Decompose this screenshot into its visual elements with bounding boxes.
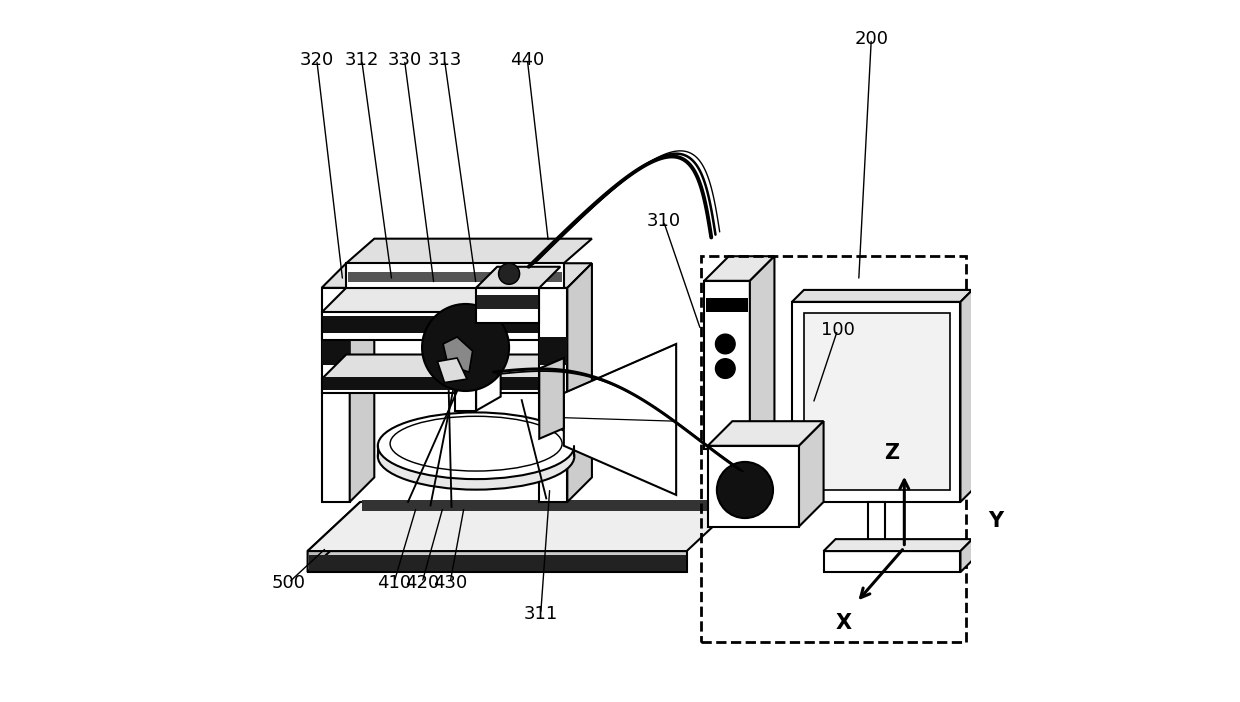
Bar — [701, 256, 966, 642]
Circle shape — [498, 263, 520, 284]
Polygon shape — [564, 344, 676, 495]
Text: 320: 320 — [300, 51, 334, 69]
Polygon shape — [443, 337, 472, 372]
Polygon shape — [750, 256, 775, 449]
Ellipse shape — [378, 412, 574, 479]
Text: Z: Z — [884, 444, 899, 463]
Polygon shape — [799, 421, 823, 526]
Text: 312: 312 — [345, 51, 379, 69]
Polygon shape — [308, 551, 687, 572]
Bar — [324, 377, 538, 390]
Polygon shape — [321, 312, 539, 340]
Bar — [706, 298, 749, 312]
Polygon shape — [823, 551, 961, 572]
Text: Y: Y — [988, 511, 1003, 531]
Polygon shape — [321, 288, 564, 312]
Polygon shape — [350, 263, 374, 502]
Polygon shape — [539, 358, 564, 439]
Bar — [539, 337, 568, 365]
Polygon shape — [321, 379, 539, 393]
Circle shape — [717, 462, 773, 518]
Polygon shape — [704, 256, 775, 281]
Polygon shape — [708, 446, 799, 526]
Text: 200: 200 — [854, 29, 888, 48]
Bar — [804, 313, 950, 490]
Text: 313: 313 — [428, 51, 461, 69]
Polygon shape — [346, 263, 564, 288]
Polygon shape — [539, 263, 591, 288]
Text: 440: 440 — [510, 51, 544, 69]
Polygon shape — [455, 372, 476, 411]
Text: 330: 330 — [387, 51, 422, 69]
Polygon shape — [321, 288, 350, 502]
Polygon shape — [961, 539, 972, 572]
Text: 100: 100 — [821, 321, 854, 339]
Text: 410: 410 — [377, 574, 410, 592]
Polygon shape — [346, 239, 591, 263]
Polygon shape — [792, 302, 961, 502]
Text: 430: 430 — [433, 574, 467, 592]
Ellipse shape — [378, 423, 574, 490]
Circle shape — [715, 334, 735, 354]
Text: 310: 310 — [646, 212, 681, 230]
Polygon shape — [708, 421, 823, 446]
Text: 500: 500 — [272, 574, 305, 592]
Bar — [321, 333, 350, 365]
Text: X: X — [836, 613, 852, 633]
Polygon shape — [823, 539, 972, 551]
Polygon shape — [868, 502, 884, 551]
Polygon shape — [308, 502, 739, 551]
Bar — [362, 500, 738, 511]
Bar — [324, 316, 538, 333]
Bar — [347, 272, 563, 282]
Polygon shape — [438, 358, 467, 383]
Circle shape — [422, 304, 510, 391]
Text: 420: 420 — [405, 574, 439, 592]
Polygon shape — [704, 281, 750, 449]
Polygon shape — [792, 290, 972, 302]
Polygon shape — [321, 263, 374, 288]
Polygon shape — [476, 288, 539, 323]
Bar — [309, 555, 686, 571]
Polygon shape — [321, 355, 564, 379]
Polygon shape — [568, 263, 591, 502]
Polygon shape — [476, 358, 501, 411]
Bar — [477, 295, 538, 309]
Polygon shape — [308, 502, 361, 572]
Text: 311: 311 — [523, 605, 558, 623]
Polygon shape — [476, 267, 560, 288]
Circle shape — [715, 359, 735, 378]
Polygon shape — [961, 290, 972, 502]
Polygon shape — [539, 288, 568, 502]
